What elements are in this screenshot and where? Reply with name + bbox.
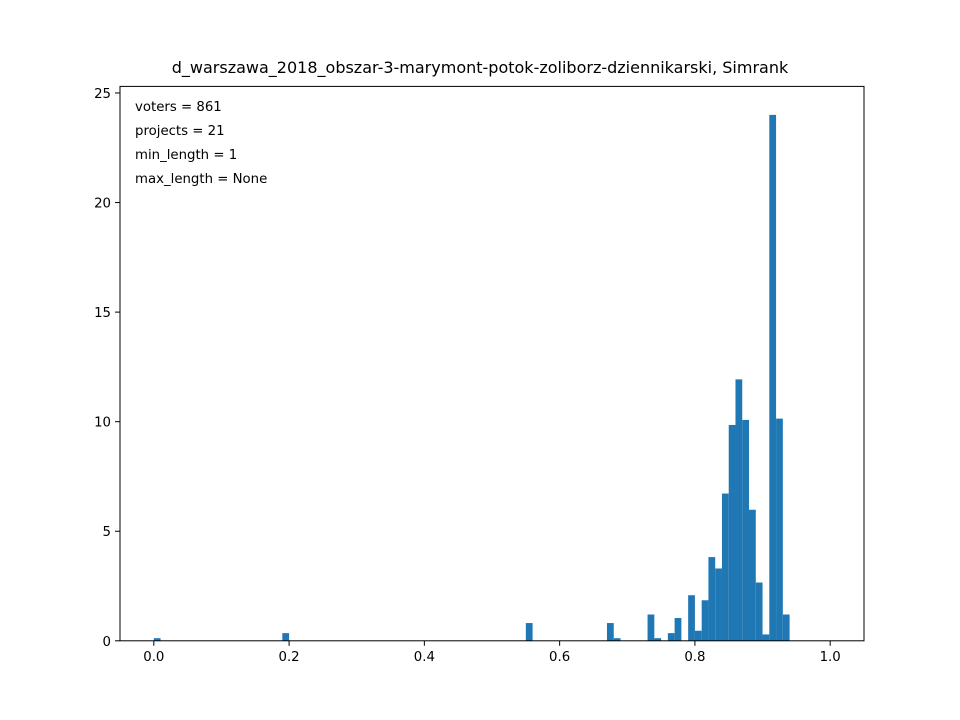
- annotation-line: voters = 861: [135, 100, 222, 115]
- histogram-bar: [782, 614, 790, 641]
- histogram-bar: [755, 582, 763, 641]
- histogram-bar: [606, 623, 614, 641]
- histogram-bar: [613, 638, 621, 641]
- histogram-bar: [282, 633, 290, 641]
- histogram-bar: [694, 630, 702, 641]
- annotation-line: projects = 21: [135, 124, 225, 139]
- histogram-bar: [749, 509, 756, 641]
- stats-annotation: voters = 861 projects = 21 min_length = 1 m…: [135, 100, 267, 187]
- histogram-bar: [742, 419, 750, 641]
- annotation-line: max_length = None: [135, 172, 267, 187]
- histogram-bar: [721, 493, 729, 641]
- histogram-bar: [674, 618, 682, 641]
- y-tick-label: 10: [94, 416, 111, 431]
- x-tick-label: 0.6: [549, 650, 570, 665]
- histogram-bar: [728, 424, 736, 641]
- x-tick-label: 0.0: [143, 650, 164, 665]
- y-tick-label: 5: [103, 525, 111, 540]
- y-tick-label: 0: [103, 635, 111, 650]
- y-tick-label: 20: [94, 197, 111, 212]
- chart-title: d_warszawa_2018_obszar-3-marymont-potok-…: [172, 58, 789, 78]
- y-tick-label: 15: [94, 306, 111, 321]
- annotation-line: min_length = 1: [135, 148, 237, 163]
- y-tick-label: 25: [94, 87, 111, 102]
- histogram-bar: [525, 623, 533, 641]
- histogram-bar: [715, 568, 722, 641]
- histogram-bar: [769, 114, 777, 641]
- histogram-bar: [688, 595, 695, 641]
- y-axis: 0 5 10 15 20 25: [94, 87, 120, 650]
- histogram-bar: [667, 633, 675, 641]
- x-tick-label: 0.2: [279, 650, 300, 665]
- x-tick-label: 1.0: [820, 650, 841, 665]
- histogram-bar: [654, 638, 662, 641]
- histogram-bar: [708, 557, 716, 641]
- x-tick-label: 0.4: [414, 650, 435, 665]
- axes-frame: [119, 85, 865, 642]
- histogram-bar: [735, 379, 743, 641]
- x-tick-label: 0.8: [684, 650, 705, 665]
- histogram-bar: [647, 614, 655, 641]
- histogram-bar: [701, 600, 709, 641]
- histogram-bar: [776, 418, 783, 641]
- bars-group: [153, 114, 790, 641]
- x-axis: 0.0 0.2 0.4 0.6 0.8 1.0: [143, 640, 841, 665]
- histogram-bar: [762, 634, 770, 641]
- histogram-bar: [153, 638, 161, 641]
